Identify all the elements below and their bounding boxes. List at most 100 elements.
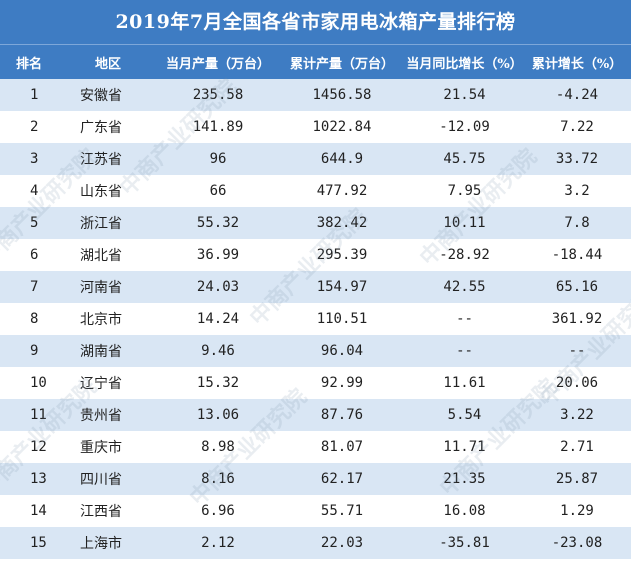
cell-monthly-yoy-growth: -28.92 (406, 239, 523, 271)
table-row: 9 湖南省 9.46 96.04 -- -- (0, 335, 631, 367)
cell-rank: 13 (0, 463, 58, 495)
cell-cumulative-growth: 7.8 (523, 207, 631, 239)
cell-cumulative-growth: 25.87 (523, 463, 631, 495)
cell-cumulative-output: 1456.58 (278, 79, 406, 111)
cell-cumulative-growth: 2.71 (523, 431, 631, 463)
header-cumulative-output: 累计产量（万台） (278, 44, 406, 79)
table-row: 10 辽宁省 15.32 92.99 11.61 20.06 (0, 367, 631, 399)
cell-monthly-output: 8.98 (158, 431, 278, 463)
table-row: 4 山东省 66 477.92 7.95 3.2 (0, 175, 631, 207)
header-region: 地区 (58, 44, 158, 79)
cell-rank: 4 (0, 175, 58, 207)
table-row: 5 浙江省 55.32 382.42 10.11 7.8 (0, 207, 631, 239)
cell-cumulative-output: 382.42 (278, 207, 406, 239)
cell-cumulative-growth: 3.2 (523, 175, 631, 207)
table-row: 7 河南省 24.03 154.97 42.55 65.16 (0, 271, 631, 303)
cell-cumulative-output: 110.51 (278, 303, 406, 335)
cell-cumulative-output: 477.92 (278, 175, 406, 207)
cell-monthly-output: 14.24 (158, 303, 278, 335)
cell-cumulative-output: 154.97 (278, 271, 406, 303)
cell-monthly-output: 9.46 (158, 335, 278, 367)
cell-region: 四川省 (58, 463, 158, 495)
cell-monthly-yoy-growth: 10.11 (406, 207, 523, 239)
header-rank: 排名 (0, 44, 58, 79)
cell-monthly-output: 36.99 (158, 239, 278, 271)
cell-cumulative-output: 55.71 (278, 495, 406, 527)
cell-cumulative-growth: 3.22 (523, 399, 631, 431)
cell-region: 山东省 (58, 175, 158, 207)
cell-region: 湖北省 (58, 239, 158, 271)
cell-cumulative-output: 295.39 (278, 239, 406, 271)
cell-monthly-yoy-growth: 45.75 (406, 143, 523, 175)
table-row: 12 重庆市 8.98 81.07 11.71 2.71 (0, 431, 631, 463)
cell-cumulative-growth: -4.24 (523, 79, 631, 111)
cell-monthly-output: 96 (158, 143, 278, 175)
cell-monthly-output: 6.96 (158, 495, 278, 527)
header-cumulative-growth: 累计增长（%） (523, 44, 631, 79)
cell-cumulative-growth: -18.44 (523, 239, 631, 271)
cell-rank: 9 (0, 335, 58, 367)
cell-region: 重庆市 (58, 431, 158, 463)
cell-cumulative-growth: 33.72 (523, 143, 631, 175)
cell-cumulative-growth: 7.22 (523, 111, 631, 143)
cell-region: 河南省 (58, 271, 158, 303)
cell-monthly-yoy-growth: -- (406, 335, 523, 367)
cell-region: 浙江省 (58, 207, 158, 239)
cell-monthly-output: 2.12 (158, 527, 278, 559)
cell-rank: 12 (0, 431, 58, 463)
header-row: 排名 地区 当月产量（万台） 累计产量（万台） 当月同比增长（%） 累计增长（%… (0, 44, 631, 79)
table-row: 6 湖北省 36.99 295.39 -28.92 -18.44 (0, 239, 631, 271)
cell-rank: 15 (0, 527, 58, 559)
cell-monthly-yoy-growth: 42.55 (406, 271, 523, 303)
table-title: 2019年7月全国各省市家用电冰箱产量排行榜 (0, 0, 631, 44)
cell-rank: 1 (0, 79, 58, 111)
cell-rank: 7 (0, 271, 58, 303)
table-row: 8 北京市 14.24 110.51 -- 361.92 (0, 303, 631, 335)
cell-cumulative-output: 81.07 (278, 431, 406, 463)
cell-monthly-yoy-growth: 16.08 (406, 495, 523, 527)
cell-cumulative-growth: 20.06 (523, 367, 631, 399)
cell-region: 广东省 (58, 111, 158, 143)
cell-monthly-yoy-growth: 11.71 (406, 431, 523, 463)
cell-monthly-output: 13.06 (158, 399, 278, 431)
cell-monthly-yoy-growth: -12.09 (406, 111, 523, 143)
cell-monthly-output: 15.32 (158, 367, 278, 399)
cell-region: 湖南省 (58, 335, 158, 367)
cell-monthly-yoy-growth: 11.61 (406, 367, 523, 399)
table-row: 13 四川省 8.16 62.17 21.35 25.87 (0, 463, 631, 495)
cell-region: 贵州省 (58, 399, 158, 431)
cell-rank: 14 (0, 495, 58, 527)
cell-rank: 11 (0, 399, 58, 431)
cell-rank: 2 (0, 111, 58, 143)
table-row: 2 广东省 141.89 1022.84 -12.09 7.22 (0, 111, 631, 143)
cell-cumulative-growth: 361.92 (523, 303, 631, 335)
table-row: 1 安徽省 235.58 1456.58 21.54 -4.24 (0, 79, 631, 111)
cell-cumulative-output: 92.99 (278, 367, 406, 399)
cell-rank: 5 (0, 207, 58, 239)
cell-region: 安徽省 (58, 79, 158, 111)
cell-cumulative-output: 96.04 (278, 335, 406, 367)
cell-rank: 10 (0, 367, 58, 399)
cell-monthly-yoy-growth: -35.81 (406, 527, 523, 559)
cell-region: 江西省 (58, 495, 158, 527)
cell-cumulative-output: 1022.84 (278, 111, 406, 143)
table-row: 3 江苏省 96 644.9 45.75 33.72 (0, 143, 631, 175)
cell-region: 上海市 (58, 527, 158, 559)
cell-region: 北京市 (58, 303, 158, 335)
cell-monthly-output: 24.03 (158, 271, 278, 303)
cell-monthly-output: 141.89 (158, 111, 278, 143)
cell-rank: 3 (0, 143, 58, 175)
cell-monthly-yoy-growth: 7.95 (406, 175, 523, 207)
table-row: 15 上海市 2.12 22.03 -35.81 -23.08 (0, 527, 631, 559)
header-monthly-yoy-growth: 当月同比增长（%） (406, 44, 523, 79)
table-row: 11 贵州省 13.06 87.76 5.54 3.22 (0, 399, 631, 431)
cell-cumulative-output: 87.76 (278, 399, 406, 431)
cell-rank: 8 (0, 303, 58, 335)
header-monthly-output: 当月产量（万台） (158, 44, 278, 79)
production-table: 排名 地区 当月产量（万台） 累计产量（万台） 当月同比增长（%） 累计增长（%… (0, 44, 631, 559)
cell-monthly-yoy-growth: 21.54 (406, 79, 523, 111)
table-body: 1 安徽省 235.58 1456.58 21.54 -4.24 2 广东省 141.89 102… (0, 79, 631, 559)
cell-region: 辽宁省 (58, 367, 158, 399)
cell-cumulative-output: 62.17 (278, 463, 406, 495)
